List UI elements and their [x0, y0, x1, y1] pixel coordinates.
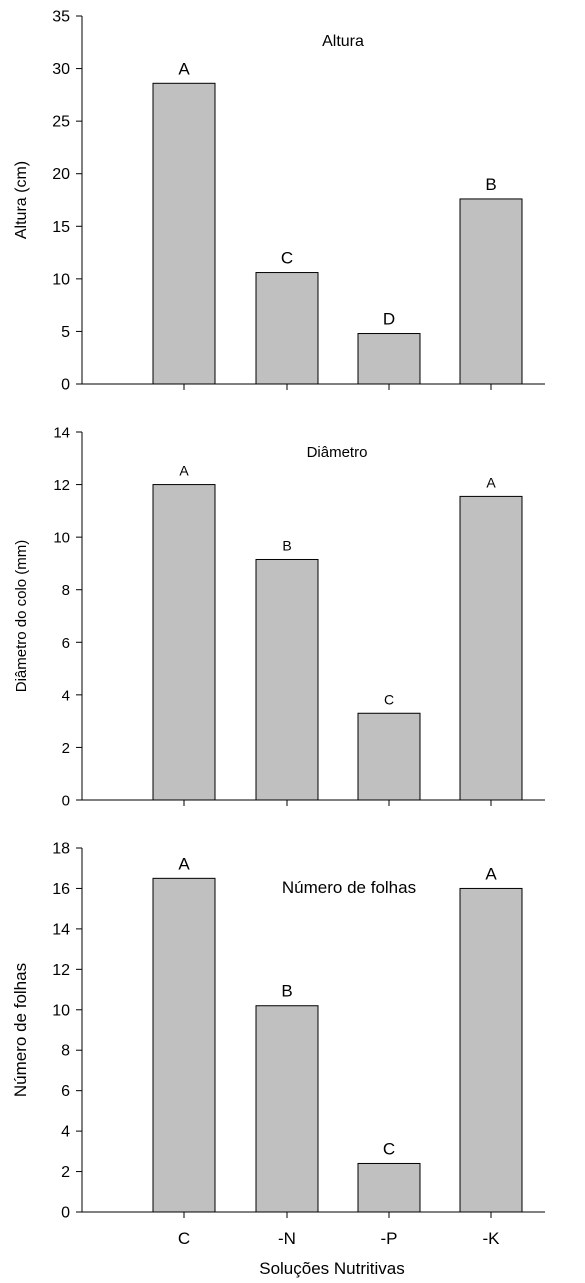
panel-1-bar-significance-label-1: A — [178, 59, 190, 78]
panel-2-y-tick-label-3: 6 — [62, 635, 70, 652]
panel-1-bar-1 — [152, 82, 216, 385]
panel-2-y-tick-label-2: 4 — [62, 687, 70, 704]
panel-1-y-axis-label: Altura (cm) — [13, 161, 30, 239]
panel-1-y-tick-label-3: 15 — [52, 219, 70, 236]
panel-3-bar-significance-label-2: B — [281, 982, 292, 1001]
panel-3-x-tick-label-1: C — [178, 1229, 190, 1248]
panel-2-bar-significance-label-3: C — [384, 691, 394, 707]
panel-2-y-tick-label-1: 2 — [62, 740, 70, 757]
panel-3-x-tick-label-2: -N — [278, 1229, 296, 1248]
panel-1-bar-4 — [459, 198, 523, 385]
panel-2-y-tick-label-0: 0 — [62, 793, 70, 810]
panel-3-bar-significance-label-3: C — [383, 1139, 395, 1158]
panel-1-bar-3 — [357, 333, 421, 385]
panel-2-y-tick-label-6: 12 — [53, 477, 70, 494]
panel-3-y-tick-label-0: 0 — [61, 1205, 70, 1222]
panel-3-bar-3 — [357, 1162, 421, 1213]
panel-3-y-tick-label-2: 4 — [61, 1124, 70, 1141]
panel-2-y-tick-label-4: 8 — [62, 582, 70, 599]
panel-3-y-tick-label-7: 14 — [52, 921, 70, 938]
panel-1-y-tick-label-4: 20 — [52, 166, 70, 183]
panel-3-y-tick-label-5: 10 — [52, 1002, 70, 1019]
panel-2-bar-3 — [357, 712, 421, 801]
panel-3-bar-1 — [152, 877, 216, 1213]
panel-3-bar-2 — [255, 1005, 319, 1213]
panel-3-y-tick-label-6: 12 — [52, 962, 70, 979]
panel-3-y-tick-label-4: 8 — [61, 1043, 70, 1060]
panel-2-bar-significance-label-4: A — [486, 474, 496, 490]
panel-3-bar-significance-label-1: A — [178, 854, 190, 873]
panel-1-y-tick-label-1: 5 — [61, 324, 70, 341]
panel-1-y-tick-label-5: 25 — [52, 114, 70, 131]
panel-2-y-tick-label-5: 10 — [53, 530, 70, 547]
panel-3-y-tick-label-3: 6 — [61, 1083, 70, 1100]
panel-1-bar-significance-label-4: B — [485, 175, 496, 194]
panel-3-x-tick-label-3: -P — [381, 1229, 398, 1248]
panel-1-y-tick-label-0: 0 — [61, 377, 70, 394]
panel-2-y-tick-label-7: 14 — [53, 425, 70, 442]
panel-1-bar-significance-label-3: D — [383, 310, 395, 329]
figure-x-axis-label: Soluções Nutritivas — [259, 1259, 405, 1278]
panel-2-bar-2 — [255, 558, 319, 801]
panel-2-title: Diâmetro — [307, 444, 368, 461]
panel-2-bar-significance-label-2: B — [282, 537, 291, 553]
panel-2-y-axis-label: Diâmetro do colo (mm) — [13, 540, 30, 693]
panel-3-title: Número de folhas — [282, 878, 416, 897]
panel-1-bar-significance-label-2: C — [281, 249, 293, 268]
panel-3-y-tick-label-9: 18 — [52, 841, 70, 858]
panel-2-bar-1 — [152, 484, 216, 801]
panel-1-bar-2 — [255, 272, 319, 385]
panel-3-bar-significance-label-4: A — [485, 864, 497, 883]
panel-3-y-tick-label-1: 2 — [61, 1164, 70, 1181]
panel-3-x-tick-label-4: -K — [483, 1229, 501, 1248]
panel-1-y-tick-label-2: 10 — [52, 271, 70, 288]
panel-3-y-axis-label: Número de folhas — [11, 963, 30, 1097]
panel-3-y-tick-label-8: 16 — [52, 881, 70, 898]
panel-2-bar-4 — [459, 495, 523, 801]
panel-3-bar-4 — [459, 887, 523, 1213]
panel-1-y-tick-label-6: 30 — [52, 61, 70, 78]
panel-1-y-tick-label-7: 35 — [52, 9, 70, 26]
panel-2-bar-significance-label-1: A — [179, 463, 189, 479]
panel-1-title: Altura — [322, 33, 364, 50]
